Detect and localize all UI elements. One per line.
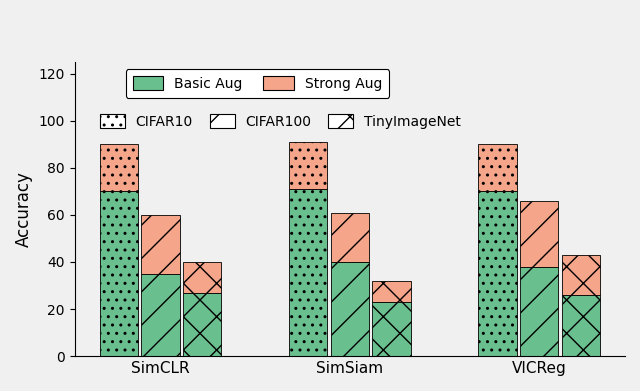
Bar (331, 213, 369, 262)
Bar (141, 274, 180, 356)
Bar (100, 144, 138, 191)
Bar (183, 262, 221, 292)
Bar (100, 191, 138, 356)
Bar (372, 302, 411, 356)
Bar (520, 267, 558, 356)
Bar (289, 189, 327, 356)
Bar (372, 281, 411, 302)
Bar (562, 295, 600, 356)
Bar (478, 144, 516, 191)
Bar (478, 191, 516, 356)
Bar (141, 215, 180, 274)
Bar (520, 201, 558, 267)
Legend: CIFAR10, CIFAR100, TinyImageNet: CIFAR10, CIFAR100, TinyImageNet (93, 107, 468, 136)
Bar (289, 142, 327, 189)
Bar (183, 292, 221, 356)
Y-axis label: Accuracy: Accuracy (15, 171, 33, 247)
Bar (331, 262, 369, 356)
Bar (562, 255, 600, 295)
